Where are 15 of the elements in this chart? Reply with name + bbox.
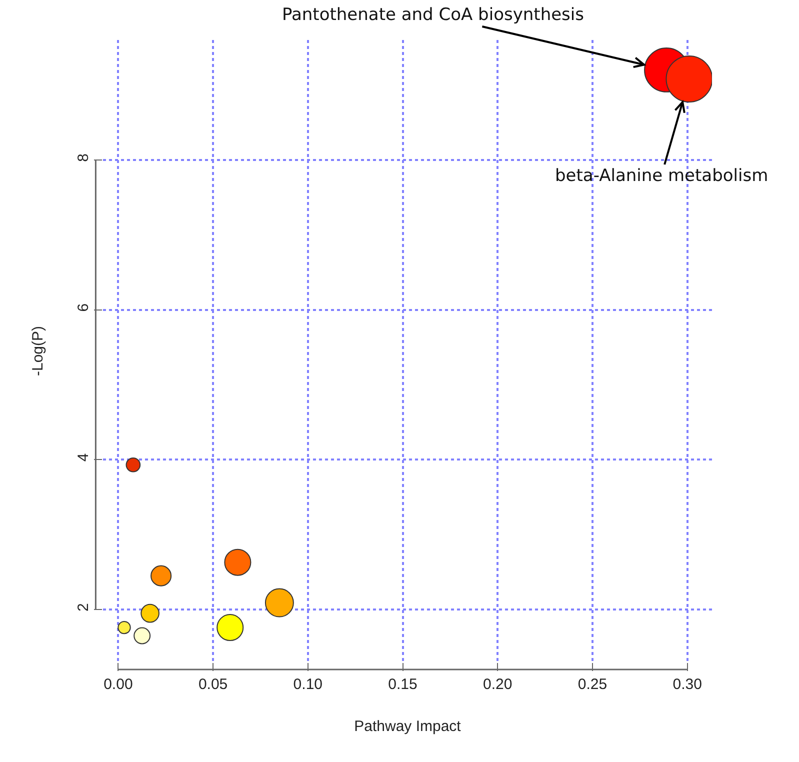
annotation: beta-Alanine metabolism (555, 166, 768, 186)
y-tick-label: 8 (75, 153, 92, 162)
x-tick-label: 0.30 (672, 676, 702, 693)
x-tick-label: 0.00 (104, 676, 133, 693)
y-tick-label: 2 (75, 603, 92, 612)
y-tick-label: 6 (75, 303, 92, 312)
annotation: Pantothenate and CoA biosynthesis (282, 5, 584, 25)
x-tick-label: 0.15 (388, 676, 418, 693)
x-tick-label: 0.25 (578, 676, 608, 693)
x-tick-label: 0.10 (293, 676, 322, 693)
y-tick-label: 4 (75, 453, 92, 462)
y-axis-title: -Log(P) (29, 326, 46, 376)
x-axis-title: Pathway Impact (354, 718, 462, 735)
x-tick-label: 0.20 (483, 676, 512, 693)
x-tick-label: 0.05 (198, 676, 228, 693)
